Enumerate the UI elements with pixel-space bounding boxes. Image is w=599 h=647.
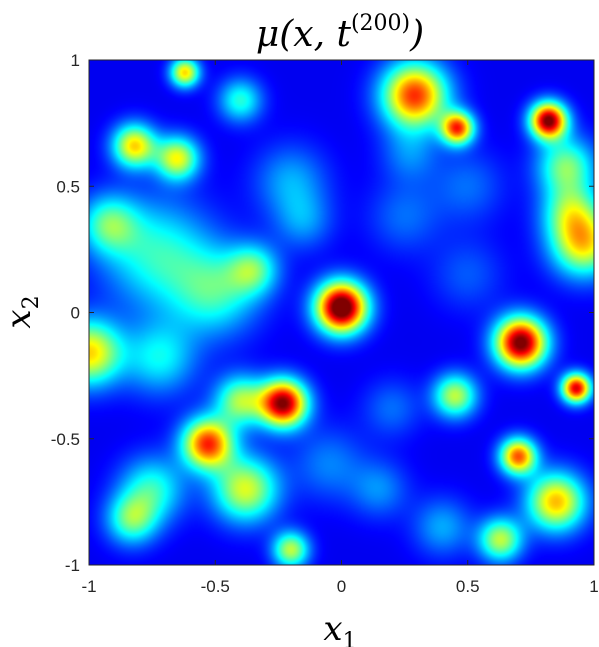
y-tick-label: -0.5 <box>51 430 80 449</box>
x-tick-label: -0.5 <box>201 577 230 596</box>
y-axis-ticks: -1 -0.5 0 0.5 1 <box>51 51 594 575</box>
x-axis-label: x1 <box>323 609 356 647</box>
y-tick-label: 1 <box>71 51 80 70</box>
y-tick-label: 0 <box>71 304 80 323</box>
x-axis-ticks: -1 -0.5 0 0.5 1 <box>81 60 599 596</box>
y-tick-label: 0.5 <box>56 177 80 196</box>
x-tick-label: 0.5 <box>456 577 480 596</box>
y-tick-label: -1 <box>65 556 80 575</box>
x-tick-label: -1 <box>81 577 96 596</box>
heatmap-image <box>89 60 594 565</box>
chart-title: μ(x, t(200)) <box>256 11 424 55</box>
y-axis-label: x2 <box>0 295 44 328</box>
x-tick-label: 0 <box>337 577 346 596</box>
x-tick-label: 1 <box>589 577 598 596</box>
